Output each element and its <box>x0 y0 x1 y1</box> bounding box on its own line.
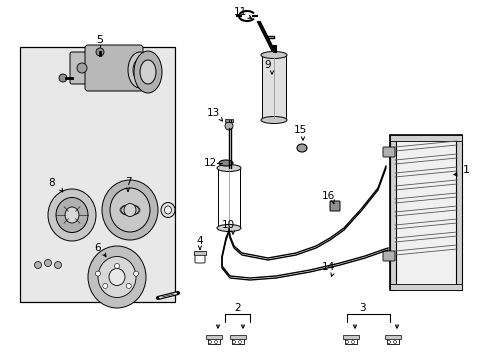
Text: 6: 6 <box>95 243 101 253</box>
Bar <box>384 335 400 339</box>
Circle shape <box>224 122 232 130</box>
Circle shape <box>44 260 51 266</box>
Bar <box>218 168 240 228</box>
Circle shape <box>54 261 61 269</box>
FancyBboxPatch shape <box>195 252 204 263</box>
Ellipse shape <box>88 246 146 308</box>
Text: 14: 14 <box>321 262 334 272</box>
Text: 2: 2 <box>234 303 241 313</box>
Text: 3: 3 <box>358 303 365 313</box>
Circle shape <box>114 264 119 269</box>
Circle shape <box>386 341 390 343</box>
Ellipse shape <box>164 206 171 214</box>
Ellipse shape <box>296 144 306 152</box>
Circle shape <box>35 261 41 269</box>
Bar <box>389 135 461 290</box>
Circle shape <box>59 74 67 82</box>
Text: 1: 1 <box>462 165 468 175</box>
Text: 5: 5 <box>96 35 103 45</box>
Ellipse shape <box>140 60 156 84</box>
Bar <box>393 141 457 284</box>
Bar <box>20 47 175 302</box>
Ellipse shape <box>109 269 125 285</box>
Bar <box>389 135 461 141</box>
Ellipse shape <box>98 256 136 297</box>
Text: 9: 9 <box>264 60 271 70</box>
Circle shape <box>96 48 104 56</box>
Bar <box>224 119 232 122</box>
Bar <box>205 335 222 339</box>
Text: 12: 12 <box>203 158 216 168</box>
Circle shape <box>102 283 107 288</box>
Ellipse shape <box>128 52 152 88</box>
Circle shape <box>393 341 396 343</box>
Circle shape <box>208 341 211 343</box>
Text: 15: 15 <box>293 125 306 135</box>
FancyBboxPatch shape <box>382 147 394 157</box>
Circle shape <box>133 271 138 276</box>
Ellipse shape <box>219 160 232 166</box>
Circle shape <box>214 341 217 343</box>
FancyBboxPatch shape <box>70 52 102 84</box>
Bar <box>207 336 220 344</box>
FancyBboxPatch shape <box>85 45 142 91</box>
Text: 11: 11 <box>233 7 246 17</box>
FancyBboxPatch shape <box>329 201 339 211</box>
Text: 16: 16 <box>321 191 334 201</box>
Ellipse shape <box>217 225 241 231</box>
Circle shape <box>77 63 87 73</box>
Text: 13: 13 <box>206 108 219 118</box>
Ellipse shape <box>56 198 88 233</box>
Ellipse shape <box>102 180 158 240</box>
Bar <box>455 135 461 290</box>
Ellipse shape <box>124 203 136 216</box>
Ellipse shape <box>261 51 286 59</box>
Ellipse shape <box>161 202 175 217</box>
Bar <box>386 336 398 344</box>
Ellipse shape <box>48 189 96 241</box>
Bar <box>231 336 244 344</box>
Text: 7: 7 <box>124 177 131 187</box>
Text: 4: 4 <box>196 236 203 246</box>
Circle shape <box>351 341 354 343</box>
Circle shape <box>345 341 348 343</box>
Circle shape <box>232 341 235 343</box>
Ellipse shape <box>110 188 150 232</box>
Text: 10: 10 <box>221 220 234 230</box>
Bar <box>262 55 285 120</box>
Ellipse shape <box>133 59 147 81</box>
Ellipse shape <box>65 207 79 223</box>
Ellipse shape <box>134 51 162 93</box>
Ellipse shape <box>261 117 286 123</box>
Bar <box>345 336 356 344</box>
Ellipse shape <box>217 165 241 171</box>
Bar <box>194 251 205 255</box>
FancyBboxPatch shape <box>382 251 394 261</box>
Circle shape <box>126 283 131 288</box>
Bar <box>342 335 358 339</box>
Circle shape <box>95 271 100 276</box>
Bar <box>389 284 461 290</box>
Bar <box>229 335 245 339</box>
Circle shape <box>238 341 241 343</box>
Bar <box>389 135 395 290</box>
Text: 8: 8 <box>49 178 55 188</box>
